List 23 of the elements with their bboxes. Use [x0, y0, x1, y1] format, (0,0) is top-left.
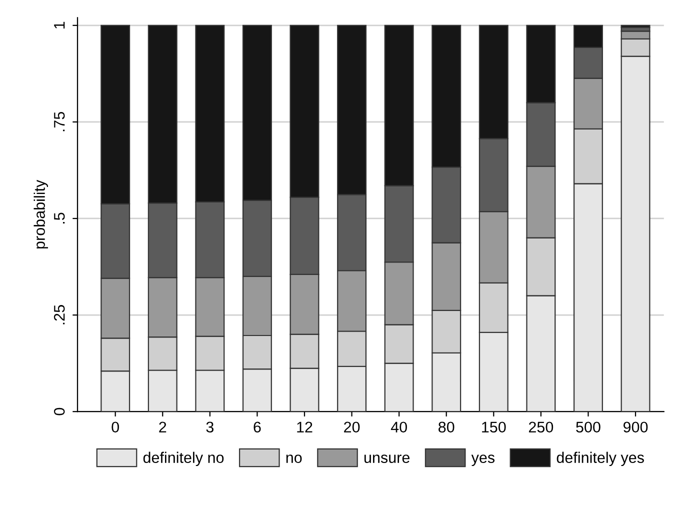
legend-label: definitely yes [556, 452, 644, 466]
x-tick-label: 6 [254, 422, 261, 433]
x-tick-label: 900 [623, 422, 648, 433]
legend-label: yes [471, 454, 495, 466]
x-tick-label: 150 [482, 422, 506, 433]
x-tick-label: 2 [159, 422, 166, 432]
y-tick-label: 1 [54, 22, 65, 28]
x-tick-label: 0 [112, 422, 119, 433]
y-tick-label: .75 [54, 112, 65, 132]
legend-label: unsure [364, 454, 410, 464]
y-tick-label: .5 [54, 212, 65, 224]
x-tick-label: 12 [297, 422, 312, 432]
legend-label: definitely no [143, 452, 224, 466]
y-tick-label: .25 [54, 305, 65, 324]
x-tick-label: 40 [390, 422, 407, 433]
x-tick-label: 20 [344, 422, 360, 433]
x-tick-label: 250 [528, 422, 554, 433]
y-axis-title: probability [34, 180, 48, 248]
x-tick-label: 3 [206, 422, 214, 433]
x-tick-label: 80 [438, 422, 454, 433]
legend-label: no [286, 454, 302, 464]
x-tick-label: 500 [576, 422, 600, 433]
y-tick-label: 0 [54, 408, 65, 416]
